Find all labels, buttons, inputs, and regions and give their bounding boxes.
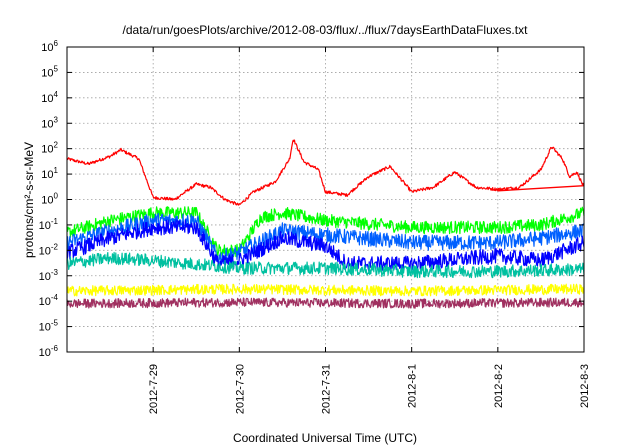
y-tick-label: 10-6 (39, 344, 59, 359)
x-tick-label: 2012-7-31 (321, 364, 333, 414)
x-axis-ticks: 2012-7-29 2012-7-30 2012-7-31 2012-8-1 2012-… (148, 47, 591, 414)
data-series (66, 139, 585, 309)
series-line-red (66, 139, 585, 206)
y-tick-label: 10-5 (39, 319, 59, 334)
y-tick-label: 100 (41, 192, 58, 207)
x-tick-label: 2012-7-30 (234, 364, 246, 414)
y-tick-label: 106 (41, 39, 58, 54)
series-line-yellow (66, 283, 585, 297)
x-axis-label: Coordinated Universal Time (UTC) (233, 431, 417, 445)
x-tick-label: 2012-8-1 (407, 364, 419, 408)
trend-line-red (497, 184, 585, 192)
y-tick-label: 104 (41, 90, 58, 105)
y-tick-label: 10-3 (39, 268, 59, 283)
y-tick-label: 10-2 (39, 242, 59, 257)
y-tick-label: 105 (41, 64, 58, 79)
y-tick-label: 102 (41, 141, 58, 156)
y-axis-label: protons/cm²-s-sr-MeV (22, 142, 36, 258)
y-tick-label: 101 (41, 166, 58, 181)
x-tick-label: 2012-8-3 (579, 364, 591, 408)
x-tick-label: 2012-8-2 (493, 364, 505, 408)
y-tick-label: 103 (41, 115, 58, 130)
x-tick-label: 2012-7-29 (148, 364, 160, 414)
y-axis-ticks: 10-6 10-5 10-4 10-3 10-2 10-1 100 101 102 103 104 1… (39, 39, 584, 359)
series-line-green (66, 206, 585, 258)
series-line-blue_dark (66, 219, 585, 272)
grid-lines (67, 47, 584, 352)
y-tick-label: 10-4 (39, 293, 59, 308)
series-line-teal (66, 251, 585, 279)
y-tick-label: 10-1 (39, 217, 59, 232)
series-line-magenta (66, 297, 585, 309)
chart-title: /data/run/goesPlots/archive/2012-08-03/f… (123, 23, 529, 37)
